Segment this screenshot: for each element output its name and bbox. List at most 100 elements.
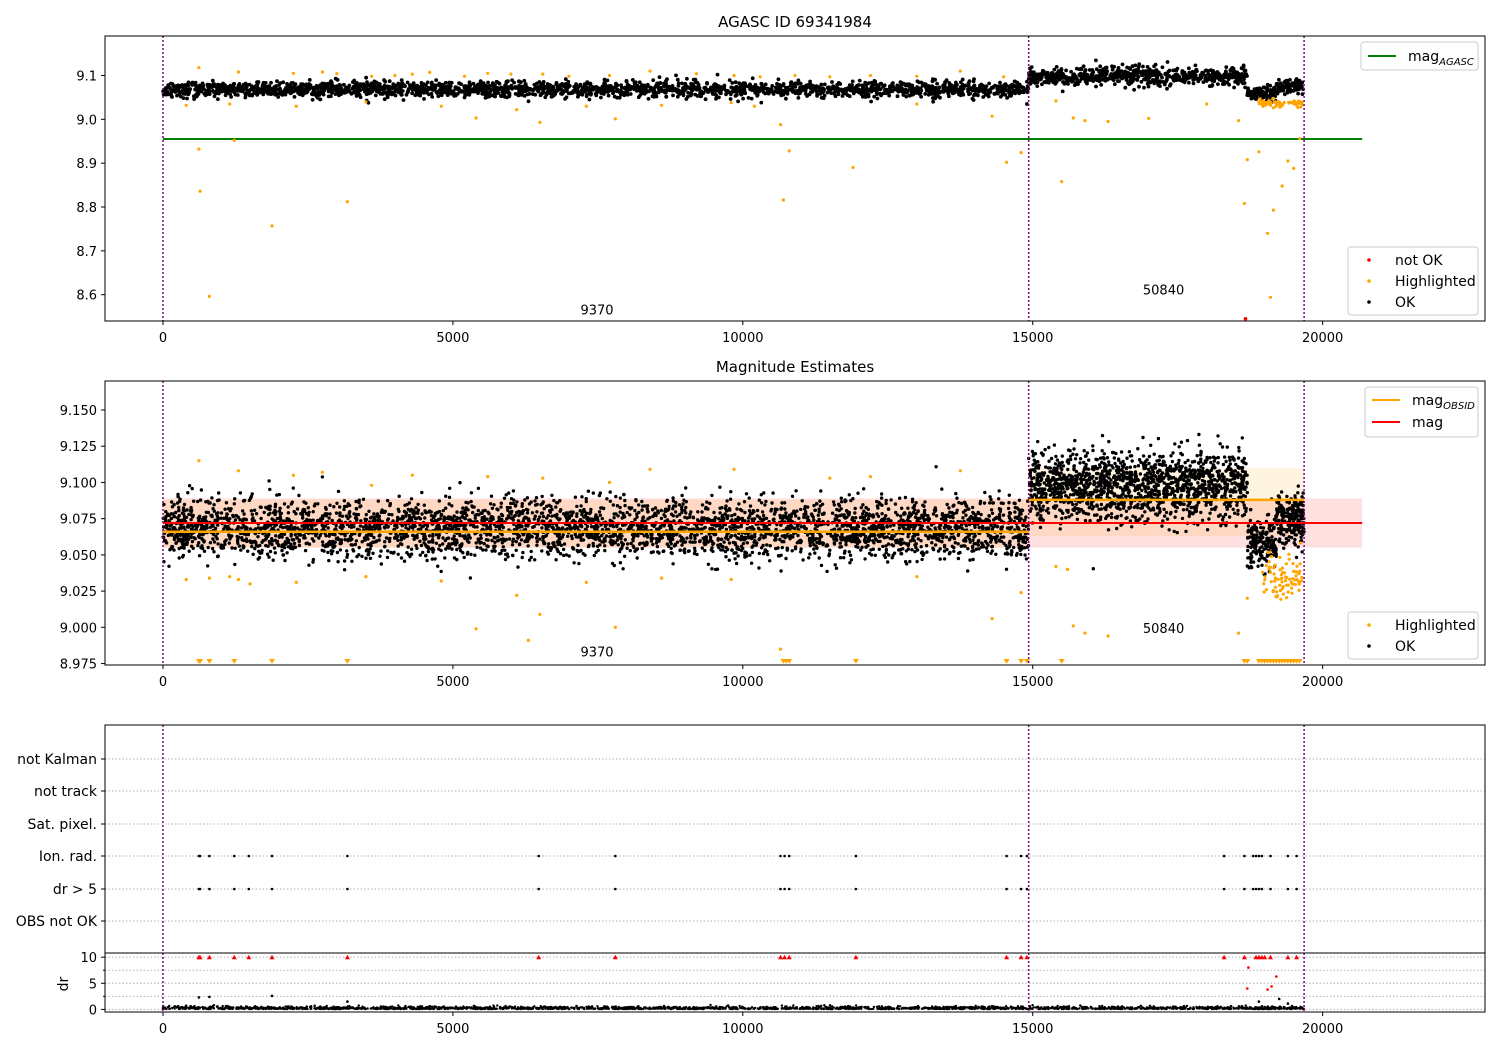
- ok-point: [176, 492, 180, 497]
- ok-point: [292, 95, 297, 99]
- ok-point: [1139, 79, 1144, 84]
- highlighted-point: [474, 116, 478, 120]
- ok-point: [986, 94, 991, 99]
- ok-point: [640, 499, 644, 504]
- ok-point: [449, 80, 454, 85]
- ok-point: [339, 89, 343, 93]
- ok-point: [785, 91, 790, 96]
- ok-point: [651, 78, 656, 82]
- ok-point: [719, 87, 724, 92]
- ok-point: [904, 83, 909, 88]
- ok-point: [365, 80, 369, 85]
- ok-point: [250, 93, 255, 98]
- ok-point: [1111, 78, 1116, 82]
- ok-point: [867, 81, 871, 85]
- ok-point: [1201, 80, 1206, 84]
- ok-point: [950, 510, 954, 515]
- ok-point: [547, 88, 552, 93]
- ok-point: [793, 81, 798, 86]
- highlighted-point: [320, 70, 324, 74]
- obsid-label: 9370: [580, 303, 613, 318]
- ok-point: [931, 546, 935, 550]
- ok-point: [515, 86, 520, 91]
- ok-point: [202, 549, 207, 553]
- ok-point: [240, 89, 245, 94]
- highlighted-point: [291, 71, 295, 75]
- ok-point: [406, 87, 411, 91]
- ok-point: [891, 84, 895, 89]
- ok-point: [812, 518, 816, 522]
- ok-point: [261, 80, 266, 85]
- ok-point: [610, 561, 615, 566]
- highlighted-point: [1019, 151, 1023, 155]
- ok-point: [875, 96, 880, 101]
- ok-point: [944, 78, 949, 83]
- ok-point: [600, 516, 604, 521]
- ok-point: [1129, 72, 1133, 77]
- ok-point: [816, 513, 820, 517]
- ok-point: [481, 548, 485, 552]
- ok-point: [815, 94, 819, 98]
- highlighted-point: [1292, 166, 1296, 170]
- ok-point: [534, 496, 539, 500]
- ok-point: [669, 88, 674, 93]
- ok-point: [452, 514, 456, 518]
- ok-point: [186, 80, 191, 85]
- ok-point: [967, 79, 972, 83]
- ok-point: [412, 534, 416, 538]
- ok-point: [572, 88, 577, 93]
- ok-point: [572, 84, 577, 89]
- ok-point: [1216, 82, 1220, 86]
- ok-point: [1281, 86, 1286, 90]
- ok-point: [293, 533, 297, 537]
- ok-point: [499, 94, 504, 99]
- ok-point: [253, 546, 257, 551]
- ok-point: [425, 80, 430, 85]
- ok-point: [1284, 83, 1289, 87]
- ok-point: [685, 76, 689, 81]
- ok-point: [200, 537, 204, 541]
- highlighted-point: [486, 71, 490, 75]
- ok-point: [1222, 79, 1226, 84]
- ok-point: [819, 489, 823, 493]
- ok-point: [419, 81, 424, 85]
- ok-point: [418, 539, 422, 543]
- ok-point: [1123, 69, 1127, 74]
- ok-point: [735, 86, 740, 90]
- highlighted-point: [1071, 116, 1075, 120]
- ok-point: [238, 491, 243, 495]
- ok-point: [1154, 76, 1159, 81]
- ok-point: [828, 548, 832, 552]
- ok-point: [794, 514, 798, 518]
- ok-point: [677, 92, 682, 97]
- ok-point: [215, 86, 220, 91]
- ok-point: [727, 558, 731, 562]
- highlighted-point: [787, 149, 791, 153]
- legend-frame: [1347, 246, 1479, 316]
- ok-point: [237, 84, 242, 89]
- ok-point: [250, 544, 254, 549]
- ok-point: [1293, 86, 1297, 91]
- ok-point: [358, 82, 363, 86]
- ok-point: [297, 538, 301, 542]
- ok-point: [890, 543, 894, 547]
- ok-point: [1168, 83, 1172, 88]
- ok-point: [1060, 89, 1065, 94]
- ok-point: [686, 90, 690, 95]
- ok-point: [1297, 85, 1302, 90]
- ok-point: [645, 507, 649, 511]
- ok-point: [371, 540, 375, 544]
- ok-point: [931, 512, 936, 516]
- ok-point: [863, 95, 868, 99]
- x-tick-label: 0: [159, 331, 167, 346]
- ok-point: [467, 85, 472, 90]
- ok-point: [614, 81, 618, 86]
- ok-point: [1224, 65, 1229, 69]
- ok-point: [364, 556, 368, 560]
- ok-point: [615, 538, 619, 542]
- ok-point: [742, 88, 747, 93]
- ok-point: [573, 495, 578, 499]
- ok-point: [960, 501, 964, 506]
- ok-point: [862, 87, 867, 91]
- ok-point: [1064, 79, 1069, 84]
